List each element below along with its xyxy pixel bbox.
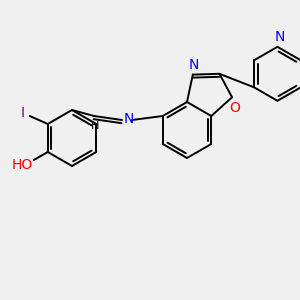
Text: H: H: [91, 121, 99, 131]
Text: O: O: [230, 101, 241, 115]
Text: N: N: [274, 30, 285, 44]
Text: N: N: [189, 58, 199, 72]
Text: N: N: [124, 112, 134, 126]
Text: I: I: [21, 106, 25, 120]
Text: HO: HO: [11, 158, 32, 172]
